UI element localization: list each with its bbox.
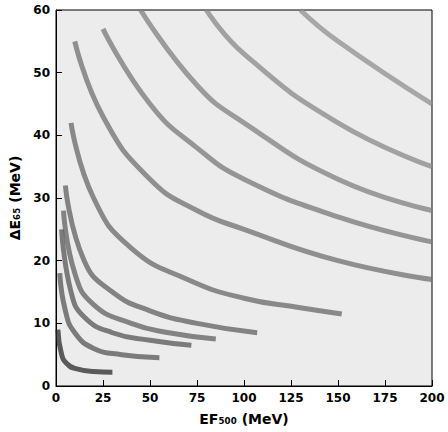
svg-text:100: 100 — [231, 391, 256, 405]
svg-text:150: 150 — [325, 391, 350, 405]
svg-text:75: 75 — [189, 391, 206, 405]
svg-text:50: 50 — [142, 391, 159, 405]
svg-text:0: 0 — [52, 391, 60, 405]
svg-text:0: 0 — [42, 379, 50, 393]
svg-text:20: 20 — [33, 254, 50, 268]
svg-text:10: 10 — [33, 316, 50, 330]
svg-text:ΔE₆₅ (MeV): ΔE₆₅ (MeV) — [7, 156, 23, 241]
svg-text:40: 40 — [33, 128, 50, 142]
svg-text:30: 30 — [33, 191, 50, 205]
svg-text:EF₅₀₀ (MeV): EF₅₀₀ (MeV) — [199, 411, 288, 427]
svg-text:25: 25 — [95, 391, 112, 405]
svg-text:125: 125 — [278, 391, 303, 405]
svg-text:175: 175 — [372, 391, 397, 405]
svg-text:50: 50 — [33, 66, 50, 80]
svg-text:60: 60 — [33, 3, 50, 17]
svg-text:200: 200 — [419, 391, 444, 405]
